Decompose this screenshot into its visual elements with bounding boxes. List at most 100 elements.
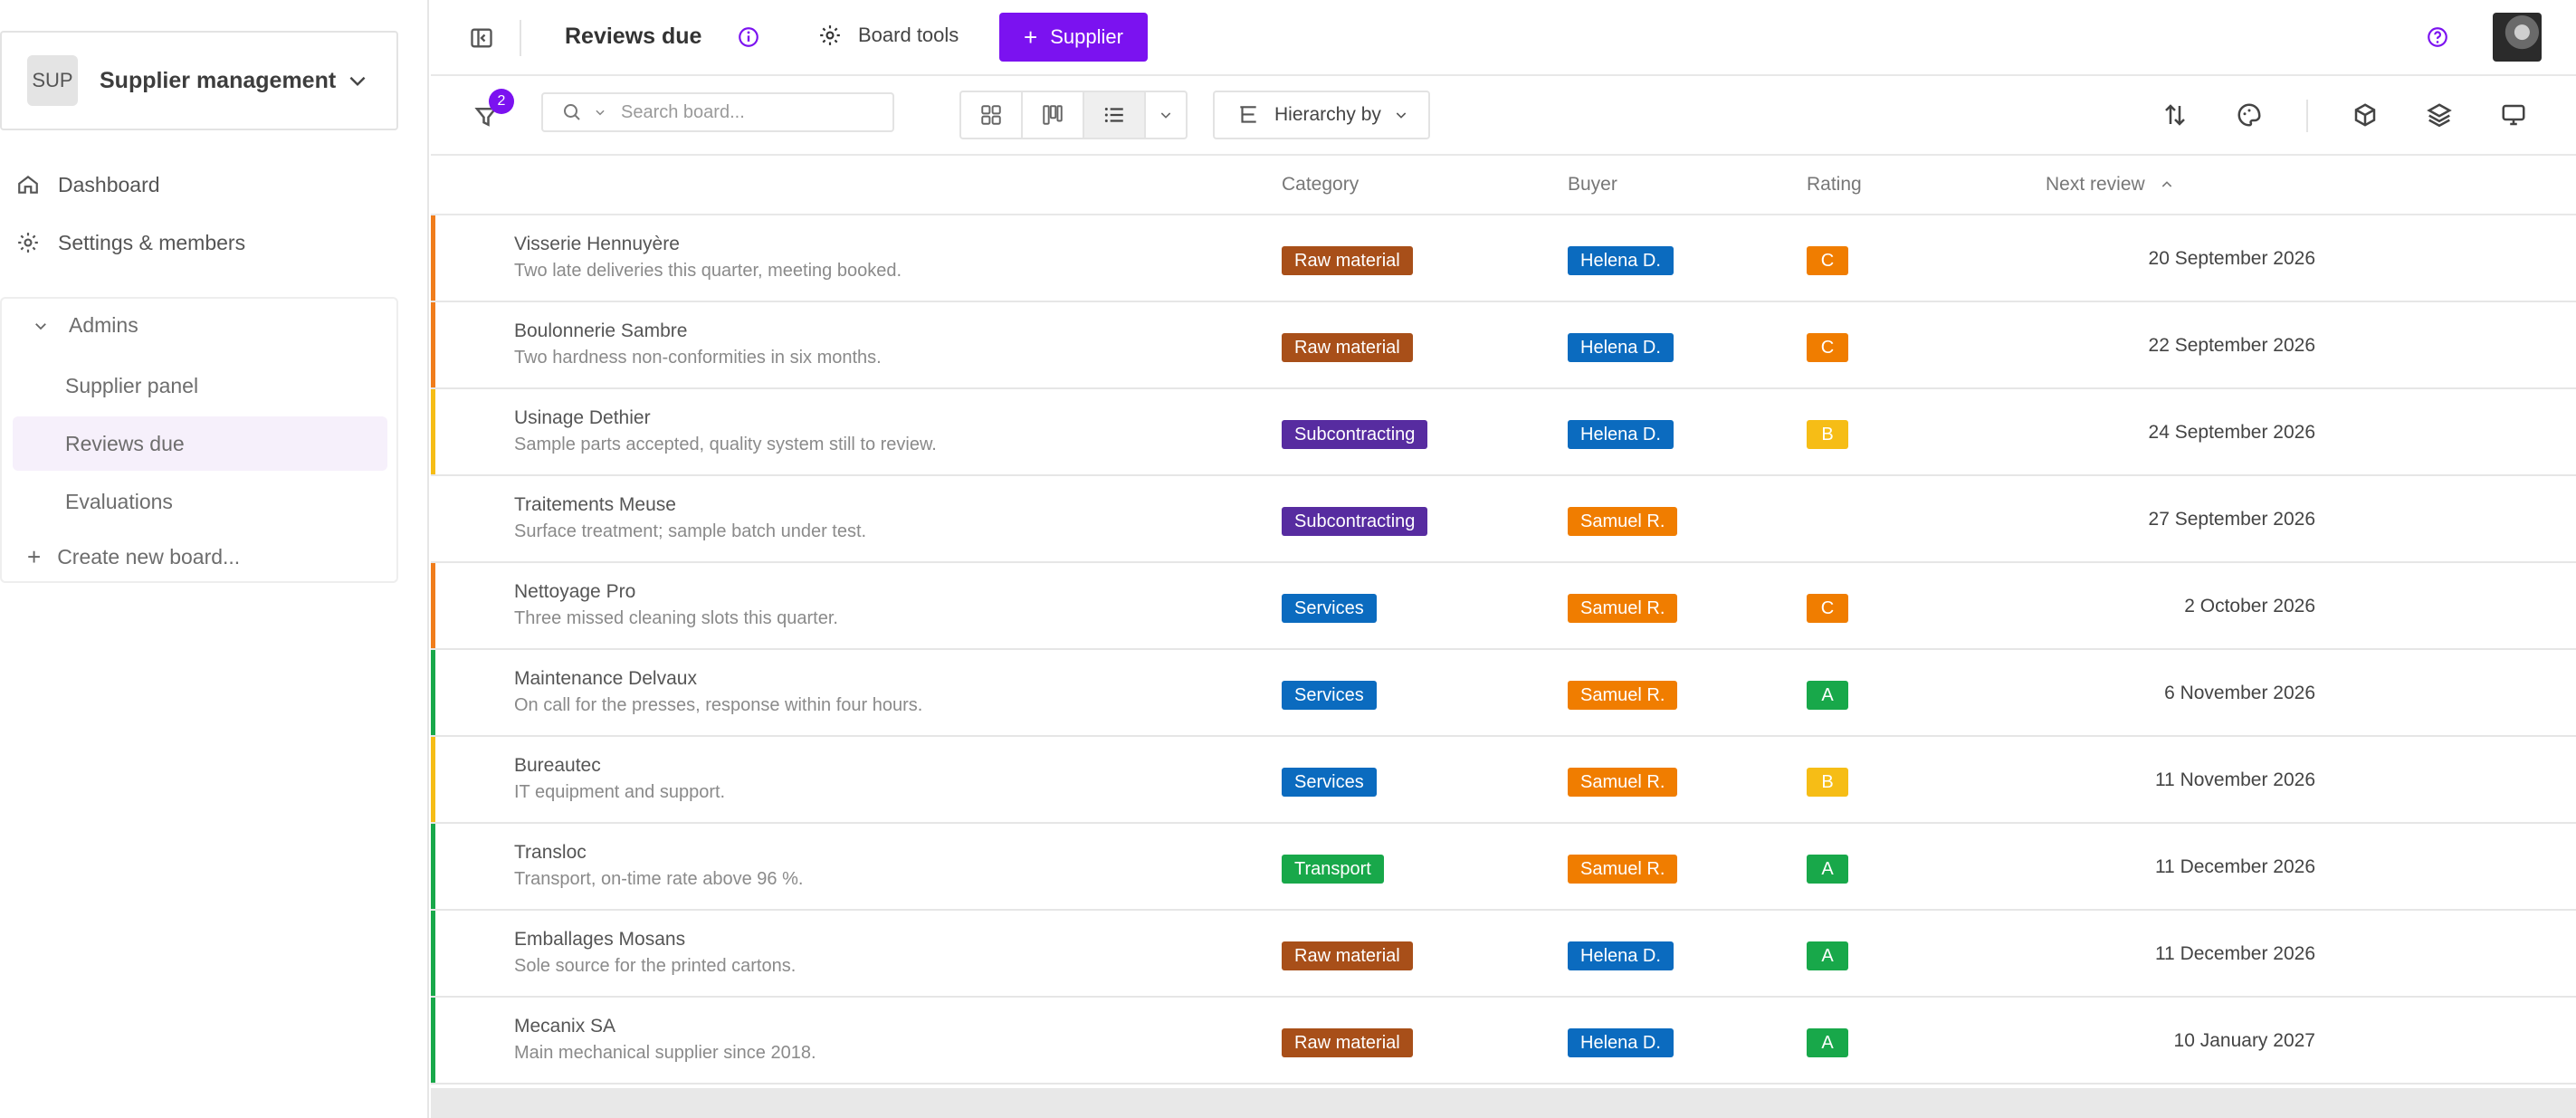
buyer-tag: Samuel R. <box>1568 594 1678 623</box>
category-tag: Subcontracting <box>1282 420 1428 449</box>
buyer-tag: Helena D. <box>1568 941 1674 970</box>
table-row[interactable]: Mecanix SA Main mechanical supplier since… <box>431 998 2576 1085</box>
sidebar-board-label: Supplier panel <box>65 373 199 397</box>
supplier-description: Sole source for the printed cartons. <box>514 956 797 976</box>
supplier-name: Visserie Hennuyère <box>514 234 680 254</box>
table-row[interactable]: Bureautec IT equipment and support. Servic… <box>431 737 2576 824</box>
create-board-label: Create new board... <box>57 545 241 569</box>
table-row[interactable]: Nettoyage Pro Three missed cleaning slots… <box>431 563 2576 650</box>
table-row[interactable]: Maintenance Delvaux On call for the press… <box>431 650 2576 737</box>
buyer-tag: Helena D. <box>1568 246 1674 275</box>
rating-badge: C <box>1807 594 1848 623</box>
status-accent-bar <box>431 302 435 387</box>
next-review-date: 11 December 2026 <box>2154 856 2315 877</box>
supplier-description: Two hardness non-conformities in six mon… <box>514 348 882 368</box>
view-cards-button[interactable] <box>961 92 1023 138</box>
sidebar-item-dashboard[interactable]: Dashboard <box>16 167 160 203</box>
rating-badge: C <box>1807 246 1848 275</box>
workspace-switcher[interactable]: SUP Supplier management <box>0 31 398 130</box>
create-board-button[interactable]: + Create new board... <box>27 543 240 571</box>
sidebar-board-evaluations[interactable]: Evaluations <box>13 474 387 529</box>
sort-icon[interactable] <box>2161 101 2189 129</box>
category-tag: Raw material <box>1282 246 1413 275</box>
table-row[interactable]: Boulonnerie Sambre Two hardness non-confo… <box>431 302 2576 389</box>
monitor-icon[interactable] <box>2500 101 2527 129</box>
plus-icon: + <box>27 543 42 570</box>
supplier-description: Main mechanical supplier since 2018. <box>514 1043 816 1063</box>
column-header-buyer[interactable]: Buyer <box>1568 174 1617 195</box>
status-accent-bar <box>431 998 435 1083</box>
next-review-date: 20 September 2026 <box>2148 248 2315 269</box>
rating-badge: A <box>1807 941 1848 970</box>
hierarchy-icon <box>1240 106 1256 123</box>
hierarchy-dropdown[interactable]: Hierarchy by <box>1213 91 1430 139</box>
table-row[interactable]: Visserie Hennuyère Two late deliveries th… <box>431 215 2576 302</box>
layers-icon[interactable] <box>2426 101 2453 129</box>
column-header-next-review[interactable]: Next review <box>2046 174 2174 196</box>
sidebar-item-settings[interactable]: Settings & members <box>16 225 245 261</box>
chevron-down-icon <box>35 322 46 330</box>
status-accent-bar <box>431 215 435 301</box>
search-icon <box>564 104 580 120</box>
home-icon <box>18 175 38 194</box>
chevron-down-icon[interactable] <box>594 106 606 119</box>
board-tools-label: Board tools <box>858 24 959 46</box>
divider <box>2306 100 2308 132</box>
add-supplier-button[interactable]: + Supplier <box>999 13 1148 62</box>
table-footer <box>431 1088 2576 1118</box>
sidebar: SUP Supplier management Dashboard Settin… <box>0 0 429 1118</box>
next-review-date: 22 September 2026 <box>2148 335 2315 356</box>
sidebar-board-reviews-due[interactable]: Reviews due <box>13 416 387 471</box>
table-row[interactable]: Traitements Meuse Surface treatment; samp… <box>431 476 2576 563</box>
view-more-button[interactable] <box>1146 92 1186 138</box>
buyer-tag: Samuel R. <box>1568 768 1678 797</box>
buyer-tag: Samuel R. <box>1568 681 1678 710</box>
supplier-description: Transport, on-time rate above 96 %. <box>514 869 804 889</box>
rating-badge: A <box>1807 855 1848 884</box>
status-accent-bar <box>431 389 435 474</box>
column-header-label: Next review <box>2046 174 2145 195</box>
rating-badge: A <box>1807 681 1848 710</box>
palette-icon[interactable] <box>2236 101 2263 129</box>
chevron-down-icon <box>1396 112 1407 119</box>
view-kanban-button[interactable] <box>1023 92 1084 138</box>
rating-badge: C <box>1807 333 1848 362</box>
board-group-toggle[interactable]: Admins <box>33 313 138 338</box>
next-review-date: 2 October 2026 <box>2184 596 2315 616</box>
sidebar-toggle-icon[interactable] <box>469 25 494 51</box>
next-review-date: 10 January 2027 <box>2173 1030 2315 1051</box>
info-icon[interactable] <box>737 25 760 49</box>
view-list-button[interactable] <box>1084 92 1146 138</box>
avatar[interactable] <box>2493 13 2542 62</box>
table-row[interactable]: Transloc Transport, on-time rate above 96… <box>431 824 2576 911</box>
buyer-tag: Helena D. <box>1568 1028 1674 1057</box>
status-accent-bar <box>431 563 435 648</box>
list-icon <box>1104 107 1123 123</box>
supplier-description: Sample parts accepted, quality system st… <box>514 435 937 454</box>
search-input[interactable] <box>621 101 847 123</box>
category-tag: Subcontracting <box>1282 507 1428 536</box>
kanban-icon <box>1043 105 1063 125</box>
next-review-date: 24 September 2026 <box>2148 422 2315 443</box>
cube-icon[interactable] <box>2352 101 2379 129</box>
category-tag: Raw material <box>1282 941 1413 970</box>
board-tools-button[interactable]: Board tools <box>818 24 959 47</box>
supplier-description: Three missed cleaning slots this quarter… <box>514 608 838 628</box>
next-review-date: 6 November 2026 <box>2164 683 2315 703</box>
gear-icon <box>820 25 840 45</box>
supplier-name: Boulonnerie Sambre <box>514 320 688 341</box>
divider <box>520 20 521 56</box>
workspace-badge: SUP <box>27 55 78 106</box>
column-header-rating[interactable]: Rating <box>1807 174 1862 195</box>
rating-badge: A <box>1807 1028 1848 1057</box>
sidebar-board-supplier-panel[interactable]: Supplier panel <box>13 358 387 413</box>
column-header-category[interactable]: Category <box>1282 174 1360 195</box>
help-icon[interactable] <box>2426 25 2449 49</box>
category-tag: Raw material <box>1282 1028 1413 1057</box>
supplier-name: Bureautec <box>514 755 601 776</box>
table-row[interactable]: Emballages Mosans Sole source for the pri… <box>431 911 2576 998</box>
table-row[interactable]: Usinage Dethier Sample parts accepted, qu… <box>431 389 2576 476</box>
category-tag: Transport <box>1282 855 1384 884</box>
supplier-name: Emballages Mosans <box>514 929 686 950</box>
supplier-name: Nettoyage Pro <box>514 581 636 602</box>
